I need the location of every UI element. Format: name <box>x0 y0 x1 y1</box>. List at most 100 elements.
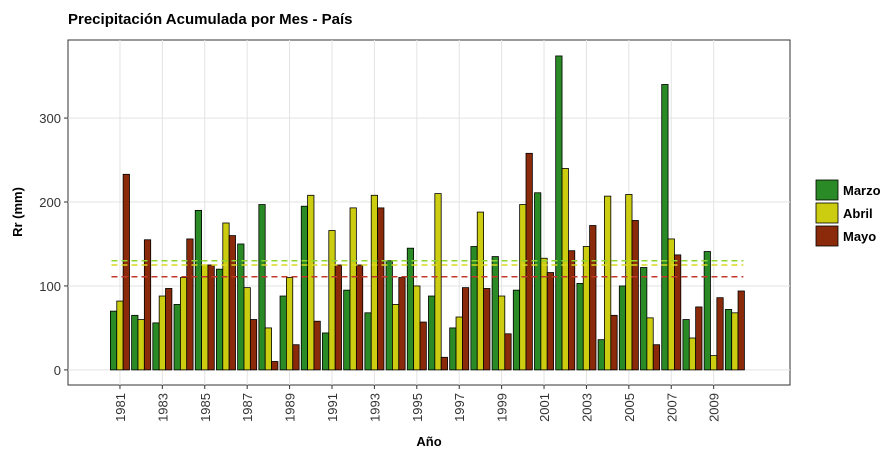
x-tick-label: 1991 <box>325 393 340 422</box>
bar <box>576 283 584 371</box>
bar <box>322 332 330 371</box>
legend-swatch <box>815 179 839 201</box>
bar <box>589 225 597 371</box>
y-tick-label: 100 <box>39 279 61 294</box>
x-tick-label: 2005 <box>622 393 637 422</box>
x-tick-label: 1981 <box>113 393 128 422</box>
x-tick-label: 2009 <box>707 393 722 422</box>
bar <box>695 306 703 371</box>
bar <box>173 304 181 371</box>
bar <box>561 168 569 371</box>
x-tick-label: 1983 <box>155 393 170 422</box>
x-tick-label: 1995 <box>410 393 425 422</box>
bar <box>413 285 421 371</box>
bar <box>300 205 309 371</box>
x-tick-label: 1989 <box>283 393 298 422</box>
bar <box>228 235 236 371</box>
bar <box>398 277 406 371</box>
bar <box>165 288 173 371</box>
x-tick-label: 2001 <box>537 393 552 422</box>
bar <box>455 316 463 371</box>
bar <box>540 257 548 371</box>
bar <box>364 312 372 371</box>
bar <box>716 297 724 371</box>
bar <box>640 267 648 371</box>
bar <box>449 327 457 371</box>
bar <box>661 84 669 371</box>
bar <box>625 194 633 371</box>
bar <box>652 344 660 371</box>
bar <box>279 295 287 371</box>
bar <box>237 243 245 371</box>
y-tick-label: 200 <box>39 195 61 210</box>
bar <box>731 312 739 371</box>
bar <box>158 295 166 371</box>
bar <box>724 309 733 371</box>
bar <box>286 277 294 371</box>
bar <box>476 211 485 371</box>
legend-label: Abril <box>843 206 873 221</box>
bar <box>428 295 436 371</box>
bar <box>349 207 357 371</box>
x-tick-label: 1987 <box>240 393 255 422</box>
bar <box>498 295 506 371</box>
bar <box>710 355 718 371</box>
bar <box>355 264 364 371</box>
x-tick-label: 1997 <box>452 393 467 422</box>
bar <box>568 250 576 371</box>
bar <box>618 285 627 371</box>
x-tick-label: 1985 <box>198 393 213 422</box>
bar <box>328 230 336 371</box>
bar <box>674 254 682 371</box>
bar <box>143 239 152 371</box>
bar <box>243 287 251 371</box>
bar <box>292 344 300 371</box>
bar <box>504 333 512 371</box>
bar <box>491 256 499 371</box>
bar <box>116 300 124 371</box>
bar <box>152 322 160 371</box>
bar <box>207 264 215 371</box>
bar <box>525 152 533 371</box>
bar <box>392 304 400 371</box>
x-tick-label: 1999 <box>495 393 510 422</box>
bar <box>201 264 209 371</box>
bar <box>370 194 378 371</box>
bar <box>519 204 527 371</box>
y-axis-label: Rr (mm) <box>10 187 25 237</box>
x-tick-label: 1993 <box>367 393 382 422</box>
bar <box>131 314 139 371</box>
bar <box>555 55 563 371</box>
bar <box>419 321 427 371</box>
bar <box>546 272 554 371</box>
bar <box>110 310 118 371</box>
chart-title: Precipitación Acumulada por Mes - País <box>68 11 353 28</box>
bar <box>440 356 448 371</box>
bar <box>461 287 470 371</box>
x-tick-label: 2007 <box>664 393 679 422</box>
bar <box>249 319 258 371</box>
bar <box>631 220 639 371</box>
bar <box>610 314 618 371</box>
bar <box>186 238 194 371</box>
bar <box>264 327 272 371</box>
legend-label: Mayo <box>843 229 876 244</box>
bar <box>737 290 745 371</box>
bar <box>483 288 491 371</box>
bar <box>434 193 442 371</box>
bar <box>682 319 690 371</box>
legend-label: Marzo <box>843 183 881 198</box>
x-axis-label: Año <box>416 434 441 447</box>
bar <box>343 289 351 371</box>
bar <box>512 289 521 371</box>
bar <box>313 320 321 371</box>
bar <box>667 238 675 371</box>
bar <box>216 268 224 371</box>
bar <box>271 361 279 371</box>
legend-swatch <box>815 225 839 247</box>
y-tick-label: 0 <box>54 363 61 378</box>
bar <box>377 207 385 371</box>
bar <box>703 251 711 371</box>
bar <box>534 192 542 371</box>
